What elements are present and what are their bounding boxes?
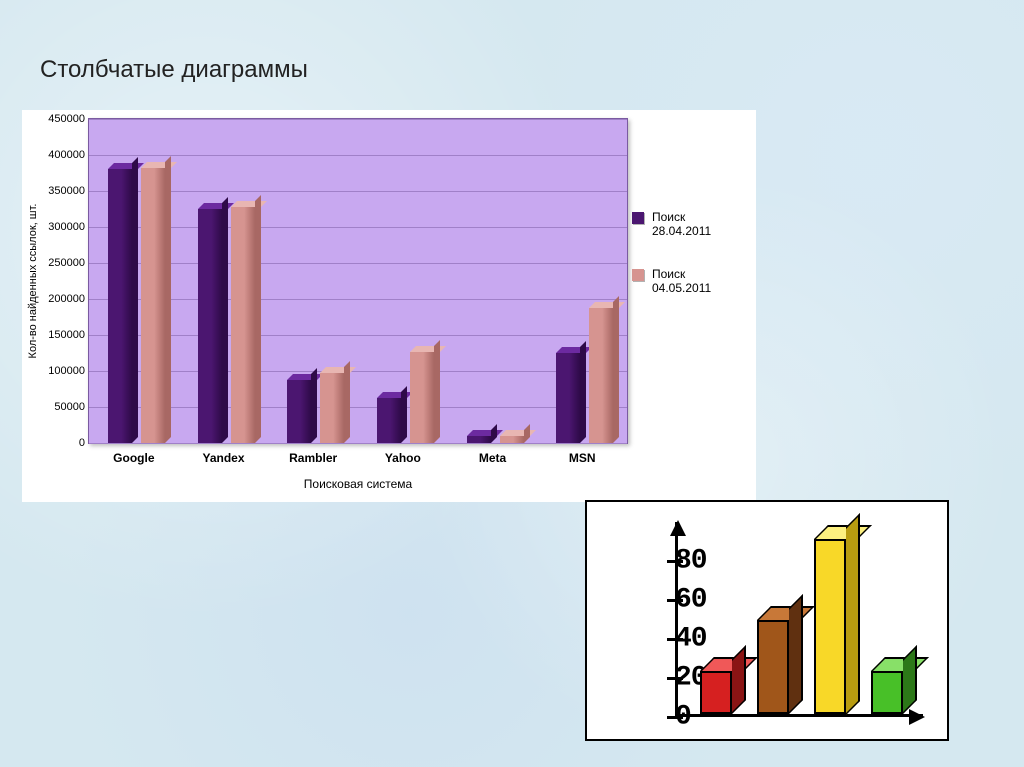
- chart1-bar: [320, 373, 344, 443]
- legend-label: Поиск 04.05.2011: [652, 267, 742, 296]
- chart2-bar: [814, 539, 846, 715]
- chart1-ytick: 300000: [25, 221, 85, 233]
- chart1-bar: [231, 207, 255, 443]
- chart1-category-label: MSN: [569, 451, 596, 465]
- chart1-ytick: 350000: [25, 185, 85, 197]
- chart1-legend: Поиск 28.04.2011 Поиск 04.05.2011: [632, 210, 742, 324]
- chart1-bar: [287, 380, 311, 443]
- chart1-plot: Кол-во найденных ссылок, шт. Поисковая с…: [88, 118, 628, 444]
- chart1-ytick: 400000: [25, 149, 85, 161]
- chart1-category-label: Yahoo: [385, 451, 421, 465]
- chart1-category-label: Yandex: [202, 451, 244, 465]
- chart1-ytick: 100000: [25, 365, 85, 377]
- chart1-ytick: 450000: [25, 113, 85, 125]
- legend-label: Поиск 28.04.2011: [652, 210, 742, 239]
- chart1-bar: [500, 436, 524, 443]
- chart2-x-axis: [675, 714, 923, 717]
- chart1-ytick: 200000: [25, 293, 85, 305]
- chart2-bar: [871, 671, 903, 714]
- chart1-bar: [377, 398, 401, 443]
- chart1-ytick: 150000: [25, 329, 85, 341]
- chart1-ytick: 50000: [25, 401, 85, 413]
- chart1-category-label: Google: [113, 451, 154, 465]
- chart1-bar: [410, 352, 434, 443]
- chart1-category-label: Meta: [479, 451, 506, 465]
- chart1-legend-item: Поиск 28.04.2011: [632, 210, 742, 239]
- chart1-bar: [198, 209, 222, 443]
- chart1-bar: [108, 169, 132, 443]
- chart1-ytick: 250000: [25, 257, 85, 269]
- chart2-bar: [700, 671, 732, 714]
- chart1-bar: [141, 168, 165, 443]
- chart1-xlabel: Поисковая система: [89, 477, 627, 491]
- legend-swatch: [632, 269, 644, 281]
- chart1-bar: [589, 308, 613, 443]
- chart1-category-label: Rambler: [289, 451, 337, 465]
- chart1-bar: [556, 353, 580, 443]
- chart2-container: 020406080: [585, 500, 949, 741]
- chart1-ytick: 0: [25, 437, 85, 449]
- chart1-container: Кол-во найденных ссылок, шт. Поисковая с…: [22, 110, 756, 502]
- chart1-gridline: [89, 119, 627, 120]
- chart1-gridline: [89, 443, 627, 444]
- chart1-legend-item: Поиск 04.05.2011: [632, 267, 742, 296]
- chart2-bar: [757, 620, 789, 714]
- page-title: Столбчатые диаграммы: [40, 56, 308, 84]
- chart1-bar: [467, 436, 491, 443]
- legend-swatch: [632, 212, 644, 224]
